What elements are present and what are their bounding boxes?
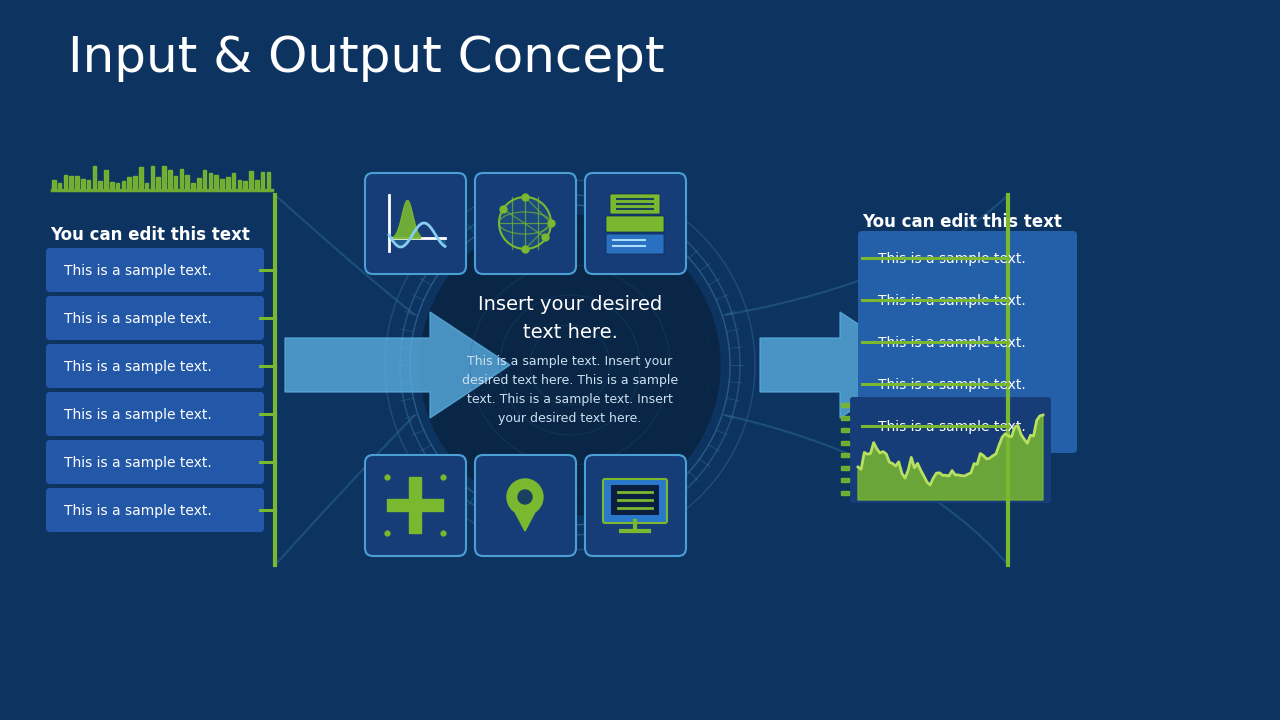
Bar <box>174 176 178 188</box>
Bar <box>145 183 148 188</box>
Bar <box>238 180 241 188</box>
Text: This is a sample text.: This is a sample text. <box>878 336 1025 350</box>
Text: This is a sample text.: This is a sample text. <box>64 504 211 518</box>
FancyBboxPatch shape <box>46 440 264 484</box>
FancyBboxPatch shape <box>611 485 659 515</box>
Bar <box>99 181 102 188</box>
FancyBboxPatch shape <box>46 392 264 436</box>
Text: This is a sample text.: This is a sample text. <box>878 420 1025 434</box>
Polygon shape <box>858 415 1043 500</box>
Text: Insert your desired
text here.: Insert your desired text here. <box>477 294 662 341</box>
Polygon shape <box>760 312 920 418</box>
Text: This is a sample text.: This is a sample text. <box>64 360 211 374</box>
Bar <box>115 183 119 188</box>
Bar <box>841 403 849 407</box>
FancyBboxPatch shape <box>475 455 576 556</box>
Bar <box>64 175 67 188</box>
Bar <box>387 499 443 511</box>
Bar <box>227 177 229 188</box>
Bar <box>81 179 84 188</box>
Bar <box>215 175 218 188</box>
FancyBboxPatch shape <box>475 173 576 274</box>
Bar <box>140 167 142 188</box>
Text: This is a sample text.: This is a sample text. <box>64 264 211 278</box>
Text: You can edit this text: You can edit this text <box>861 213 1062 231</box>
Bar <box>151 166 154 188</box>
FancyBboxPatch shape <box>46 488 264 532</box>
Bar <box>133 176 137 188</box>
FancyBboxPatch shape <box>850 397 1051 503</box>
Bar <box>841 466 849 469</box>
FancyBboxPatch shape <box>365 173 466 274</box>
Bar <box>266 172 270 188</box>
Text: This is a sample text.: This is a sample text. <box>878 294 1025 308</box>
Circle shape <box>507 479 543 515</box>
Bar <box>122 181 125 188</box>
Bar <box>110 182 114 188</box>
Text: This is a sample text.: This is a sample text. <box>64 456 211 470</box>
Text: Input & Output Concept: Input & Output Concept <box>68 34 664 82</box>
Bar <box>243 181 247 188</box>
Bar <box>87 180 91 188</box>
Bar <box>52 180 55 188</box>
Bar <box>92 166 96 188</box>
Bar <box>232 173 236 188</box>
FancyBboxPatch shape <box>46 296 264 340</box>
Bar <box>163 166 165 188</box>
FancyBboxPatch shape <box>603 479 667 523</box>
Bar <box>841 441 849 444</box>
Text: You can edit this text: You can edit this text <box>50 226 250 244</box>
FancyBboxPatch shape <box>365 455 466 556</box>
FancyBboxPatch shape <box>605 216 664 232</box>
FancyBboxPatch shape <box>858 231 1076 453</box>
Bar <box>841 478 849 482</box>
Bar <box>179 169 183 188</box>
Bar <box>220 179 224 188</box>
Text: This is a sample text. Insert your
desired text here. This is a sample
text. Thi: This is a sample text. Insert your desir… <box>462 355 678 425</box>
Bar <box>197 178 201 188</box>
Text: This is a sample text.: This is a sample text. <box>878 378 1025 392</box>
Bar <box>410 477 421 533</box>
Bar <box>841 453 849 457</box>
Polygon shape <box>285 312 509 418</box>
Polygon shape <box>515 512 535 531</box>
Bar <box>841 415 849 420</box>
Bar <box>104 170 108 188</box>
Bar <box>191 183 195 188</box>
Bar <box>168 170 172 188</box>
Bar <box>841 490 849 495</box>
Bar <box>202 170 206 188</box>
Bar <box>128 177 131 188</box>
Bar <box>841 428 849 432</box>
Bar <box>76 176 78 188</box>
Bar <box>186 175 189 188</box>
FancyBboxPatch shape <box>605 234 664 254</box>
FancyBboxPatch shape <box>611 194 660 214</box>
Bar <box>261 172 264 188</box>
FancyBboxPatch shape <box>46 248 264 292</box>
Bar <box>58 183 61 188</box>
Bar <box>250 171 252 188</box>
Text: This is a sample text.: This is a sample text. <box>878 252 1025 266</box>
Text: This is a sample text.: This is a sample text. <box>64 408 211 422</box>
Circle shape <box>499 197 550 249</box>
Circle shape <box>420 215 719 515</box>
Bar <box>156 177 160 188</box>
Bar <box>69 176 73 188</box>
FancyBboxPatch shape <box>46 344 264 388</box>
Circle shape <box>518 490 532 504</box>
Text: This is a sample text.: This is a sample text. <box>64 312 211 326</box>
Bar <box>255 180 259 188</box>
FancyBboxPatch shape <box>585 455 686 556</box>
Bar <box>209 173 212 188</box>
FancyBboxPatch shape <box>585 173 686 274</box>
